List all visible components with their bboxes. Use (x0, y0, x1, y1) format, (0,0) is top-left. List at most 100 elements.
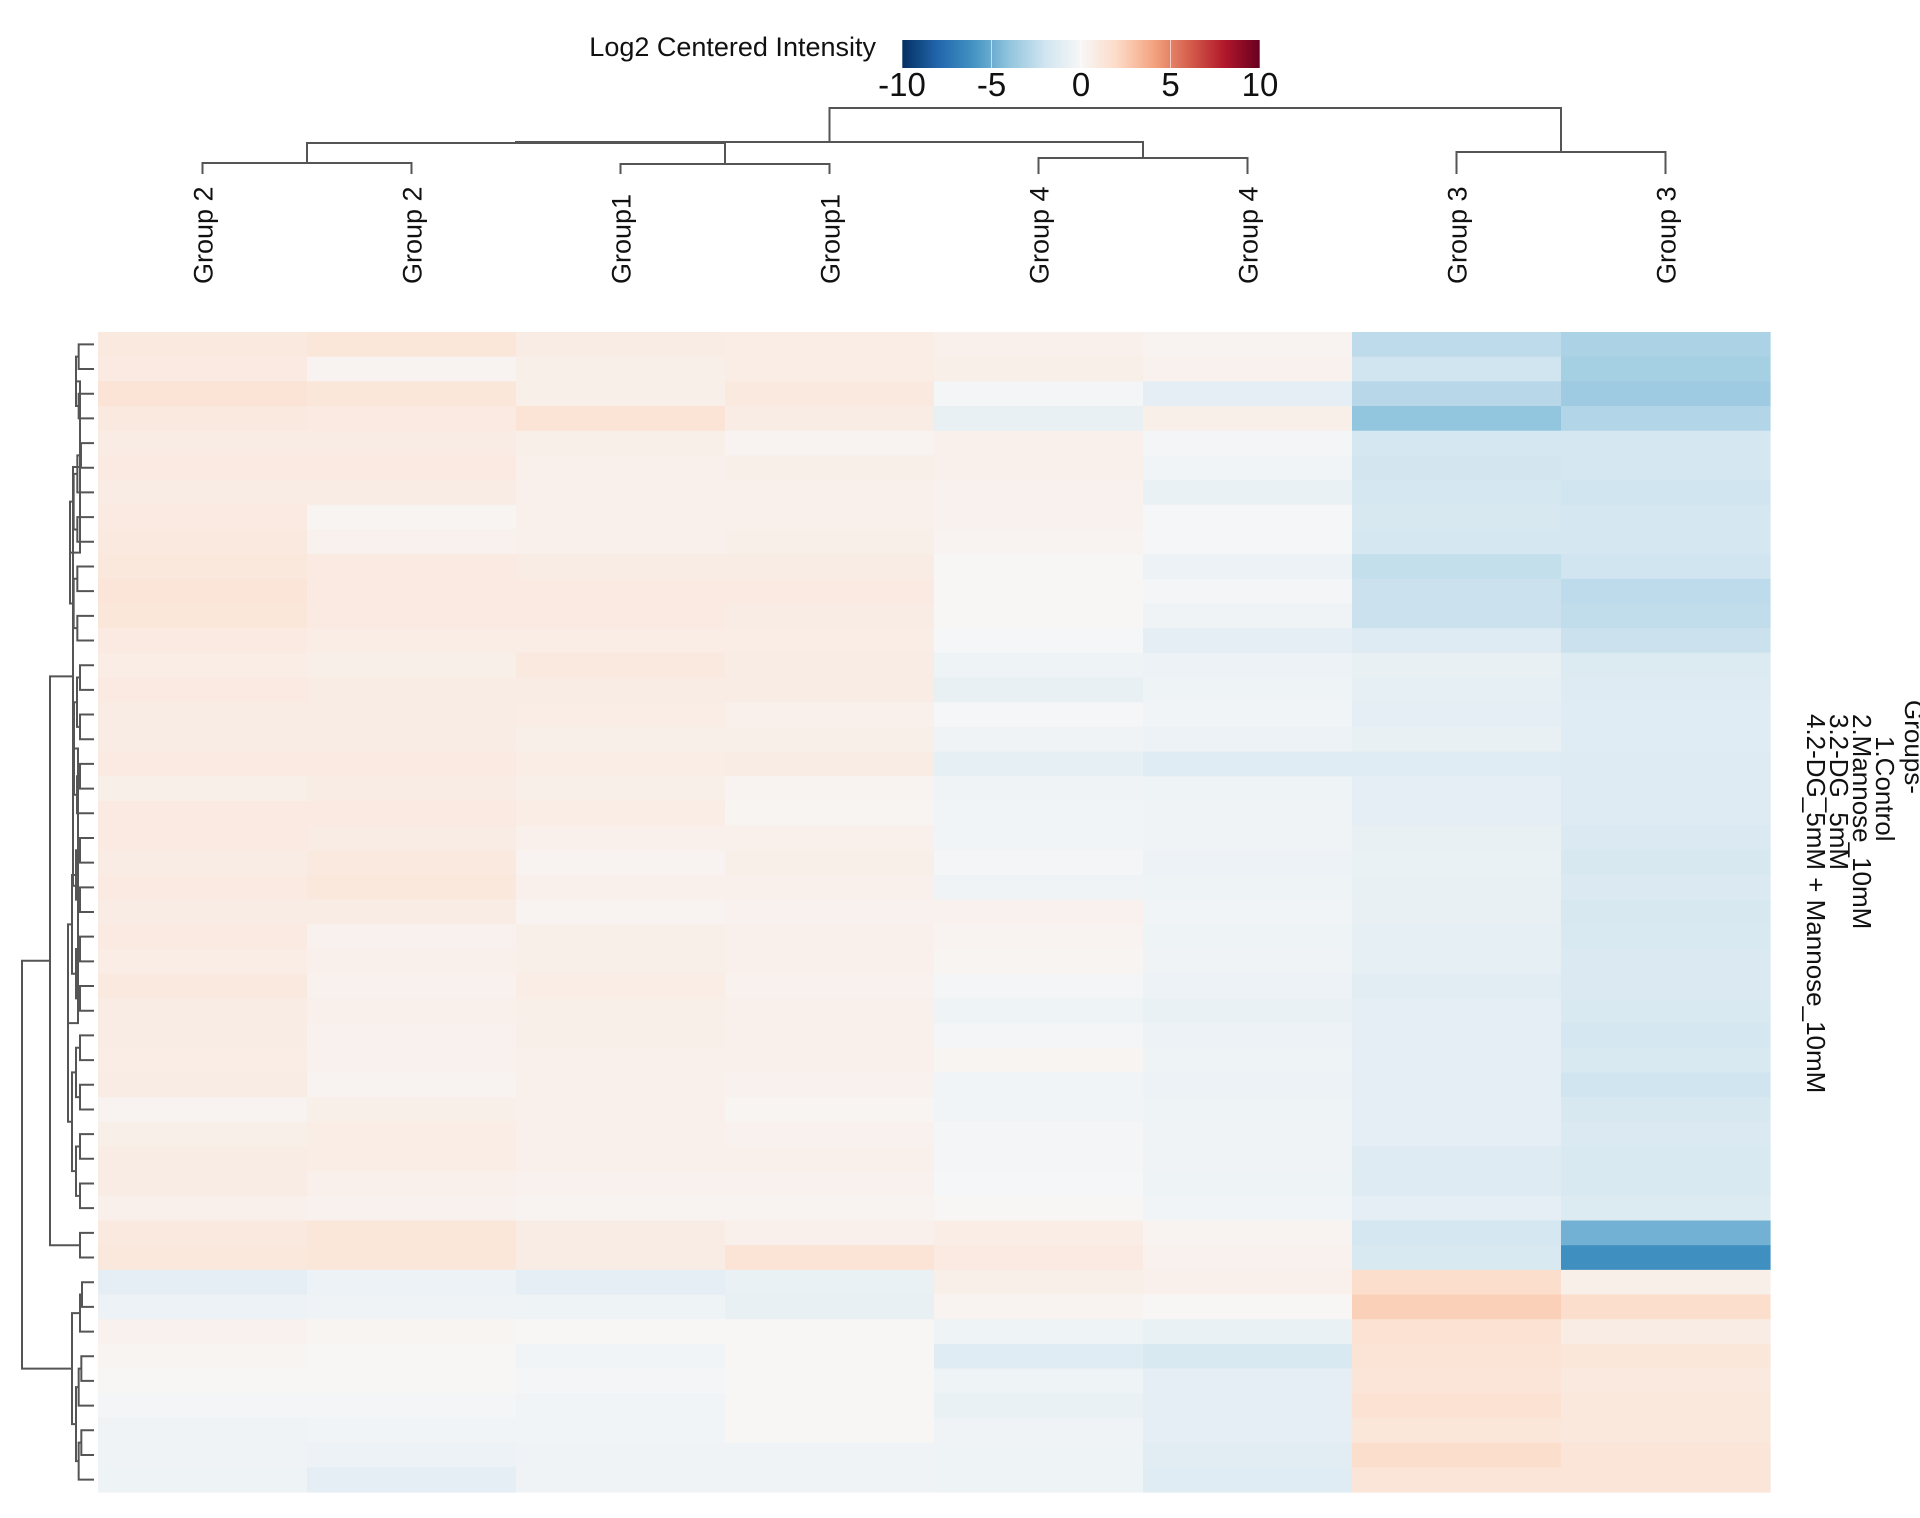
heatmap-cell (934, 1047, 1144, 1074)
heatmap-cell (307, 874, 517, 901)
heatmap-cell (307, 1393, 517, 1419)
heatmap-cell (1143, 628, 1353, 654)
heatmap-cell (725, 529, 935, 555)
dendrogram-link (306, 142, 726, 164)
heatmap-cell (516, 652, 726, 679)
heatmap-cell (725, 504, 935, 531)
groups-legend-item-3: 3.2-DG_5mM (1824, 714, 1854, 870)
heatmap-cell (98, 1269, 308, 1296)
heatmap-cell (98, 406, 308, 432)
heatmap-cell (1352, 1121, 1562, 1148)
groups-legend-item-1: 1.Control (1870, 736, 1900, 842)
heatmap-cell (307, 1146, 517, 1172)
heatmap-cell (934, 406, 1144, 432)
heatmap-cell (934, 1467, 1144, 1493)
heatmap-cell (725, 998, 935, 1024)
heatmap-cell (725, 455, 935, 481)
heatmap-cell (1143, 1269, 1353, 1296)
heatmap-cell (934, 554, 1144, 580)
dendrogram-link (79, 1182, 94, 1210)
heatmap-cell (516, 1442, 726, 1468)
heatmap-cell (1143, 751, 1353, 777)
dendrogram-link (201, 162, 413, 174)
heatmap-cell (1352, 356, 1562, 382)
heatmap-cell (1143, 332, 1353, 358)
heatmap-cell (1352, 1393, 1562, 1419)
heatmap-cell (516, 726, 726, 753)
heatmap-cell (307, 455, 517, 481)
heatmap-cell (98, 1121, 308, 1148)
heatmap-cell (934, 1220, 1144, 1246)
heatmap-cell (1143, 1417, 1353, 1444)
heatmap-cell (1561, 480, 1771, 506)
dendrogram-link (77, 392, 94, 420)
heatmap-cell (516, 1319, 726, 1345)
heatmap-cell (725, 1023, 935, 1049)
heatmap-cell (725, 652, 935, 679)
heatmap-cell (516, 1417, 726, 1444)
heatmap-cell (516, 1195, 726, 1222)
heatmap-cell (98, 652, 308, 679)
heatmap-cell (1143, 480, 1353, 506)
heatmap-cell (934, 1442, 1144, 1468)
heatmap-cell (307, 1171, 517, 1197)
heatmap-cell (1352, 850, 1562, 876)
heatmap-cell (934, 652, 1144, 679)
heatmap-cell (1561, 529, 1771, 555)
heatmap-cell (1143, 1171, 1353, 1197)
heatmap-cell (1352, 1319, 1562, 1345)
heatmap-cell (516, 554, 726, 580)
heatmap-cell (725, 1245, 935, 1271)
heatmap-cell (1352, 1245, 1562, 1271)
heatmap-cell (1143, 726, 1353, 753)
dendrogram-link (1455, 151, 1667, 174)
heatmap-cell (516, 1393, 726, 1419)
heatmap-cell (98, 1245, 308, 1271)
heatmap-cell (98, 356, 308, 382)
column-label: Group1 (607, 194, 637, 284)
heatmap-cell (725, 1146, 935, 1172)
heatmap-cell (307, 1047, 517, 1074)
dendrogram-link (79, 1034, 94, 1062)
heatmap-cell (1561, 1146, 1771, 1172)
heatmap-cell (98, 554, 308, 580)
dendrogram-link (80, 1355, 94, 1382)
heatmap-cell (1561, 332, 1771, 358)
heatmap-cell (307, 381, 517, 407)
heatmap-cell (1352, 381, 1562, 407)
heatmap-cell (725, 381, 935, 407)
heatmap-cell (1561, 751, 1771, 777)
heatmap-cell (1352, 677, 1562, 703)
heatmap-cell (1143, 1097, 1353, 1123)
heatmap-cell (934, 1097, 1144, 1123)
heatmap-cell (1561, 1294, 1771, 1320)
heatmap-cell (725, 1097, 935, 1123)
heatmap-cell (1352, 1220, 1562, 1246)
heatmap-cell (1352, 578, 1562, 605)
heatmap-cell (934, 1319, 1144, 1345)
groups-legend: Groups- 1.Control 2.Mannose_10mM 3.2-DG_… (1801, 700, 1920, 1093)
heatmap-cell (307, 1319, 517, 1345)
dendrogram-link (80, 1429, 94, 1456)
heatmap-cell (725, 751, 935, 777)
heatmap-cell (516, 1072, 726, 1098)
heatmap-cell (1561, 998, 1771, 1024)
heatmap-cell (725, 677, 935, 703)
heatmap-cell (934, 726, 1144, 753)
heatmap-cell (934, 356, 1144, 382)
heatmap-cell (1143, 1220, 1353, 1246)
heatmap-cell (98, 1343, 308, 1370)
legend-tick-label: 10 (1242, 66, 1279, 103)
heatmap-cell (725, 874, 935, 901)
heatmap-cell (934, 1171, 1144, 1197)
heatmap-cell (725, 578, 935, 605)
heatmap-cell (98, 899, 308, 925)
heatmap-cell (307, 998, 517, 1024)
heatmap-cell (725, 1220, 935, 1246)
heatmap-cell (725, 1417, 935, 1444)
heatmap-cell (307, 652, 517, 679)
dendrogram-link (77, 1441, 94, 1481)
dendrogram-link (828, 107, 1562, 152)
heatmap-cell (98, 1368, 308, 1394)
heatmap-cell (307, 677, 517, 703)
